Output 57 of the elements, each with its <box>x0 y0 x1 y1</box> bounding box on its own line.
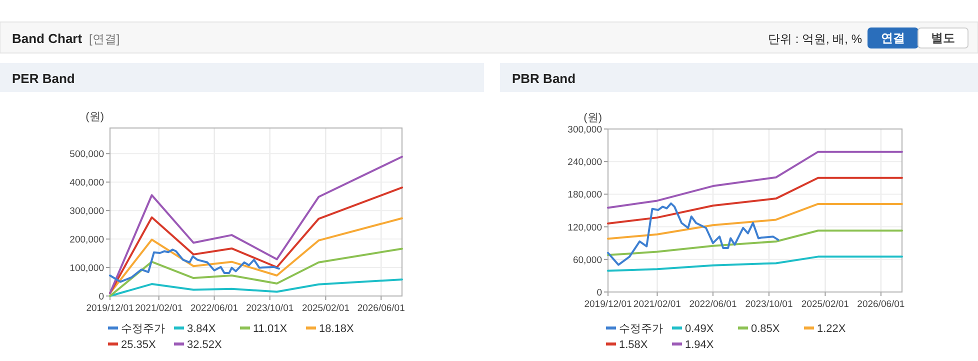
legend-label: 1.22X <box>817 323 846 335</box>
x-tick-label: 2026/06/01 <box>857 299 905 310</box>
legend-label: 0.49X <box>685 323 714 335</box>
x-tick-label: 2022/06/01 <box>689 299 737 310</box>
y-tick-label: 0 <box>596 288 602 298</box>
line-series <box>607 176 903 225</box>
line-series <box>607 230 903 256</box>
x-tick-label: 2022/06/01 <box>190 303 238 314</box>
y-axis-title: (원) <box>86 111 104 123</box>
x-tick-label: 2025/02/01 <box>302 303 350 314</box>
x-tick-label: 2026/06/01 <box>357 303 405 314</box>
legend-label: 수정주가 <box>619 323 663 335</box>
legend-label: 수정주가 <box>121 323 165 335</box>
y-tick-label: 300,000 <box>568 124 602 136</box>
line-series <box>109 248 403 297</box>
y-tick-label: 180,000 <box>568 190 602 201</box>
text: 연결 <box>881 31 905 45</box>
line-series <box>109 278 403 297</box>
y-axis-title: (원) <box>584 112 602 124</box>
legend-label: 32.52X <box>187 339 223 351</box>
line-series <box>607 150 903 209</box>
legend-label: 11.01X <box>253 323 288 335</box>
x-tick-label: 2021/02/01 <box>633 299 681 310</box>
y-tick-label: 300,000 <box>70 206 104 218</box>
y-tick-label: 400,000 <box>70 178 104 189</box>
line-series <box>607 202 903 240</box>
line-series <box>109 156 403 294</box>
line-series <box>109 186 403 294</box>
x-tick-label: 2019/12/01 <box>86 303 134 314</box>
x-tick-label: 2021/02/01 <box>135 303 183 314</box>
text: [연결] <box>89 32 120 46</box>
legend-label: 3.84X <box>187 323 216 335</box>
text: 별도 <box>931 31 955 45</box>
legend-label: 0.85X <box>751 323 780 335</box>
y-tick-label: 100,000 <box>70 263 104 274</box>
x-tick-label: 2025/02/01 <box>801 299 849 310</box>
x-tick-label: 2023/10/01 <box>745 299 793 310</box>
line-series <box>109 217 403 294</box>
line-series <box>109 248 280 283</box>
x-tick-label: 2019/12/01 <box>584 299 632 310</box>
y-tick-label: 200,000 <box>70 234 104 246</box>
y-tick-label: 500,000 <box>70 149 104 160</box>
x-tick-label: 2023/10/01 <box>246 303 294 314</box>
chart-title: PER Band <box>12 71 75 86</box>
legend-label: 1.58X <box>619 339 648 351</box>
y-tick-label: 240,000 <box>568 157 602 168</box>
y-tick-label: 0 <box>98 292 104 302</box>
legend-label: 18.18X <box>319 323 355 335</box>
y-tick-label: 120,000 <box>568 222 602 234</box>
text: 단위 : 억원, 배, % <box>768 32 862 46</box>
legend-label: 1.94X <box>685 339 714 351</box>
line-series <box>607 202 780 266</box>
line-series <box>607 256 903 272</box>
text: Band Chart <box>12 31 83 46</box>
chart-title: PBR Band <box>512 71 576 86</box>
legend-label: 25.35X <box>121 339 157 351</box>
y-tick-label: 60,000 <box>572 254 602 266</box>
